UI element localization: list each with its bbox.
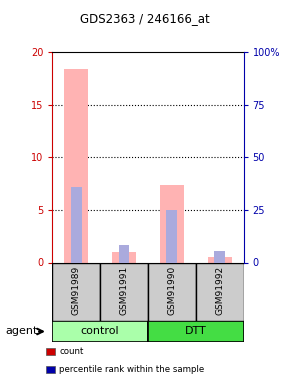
- Text: count: count: [59, 347, 84, 356]
- Bar: [148, 262, 196, 321]
- Bar: [196, 262, 244, 321]
- Bar: [214, 251, 225, 262]
- Bar: [119, 244, 129, 262]
- Bar: [166, 210, 177, 262]
- Bar: [64, 69, 88, 262]
- Text: DTT: DTT: [185, 327, 207, 336]
- Bar: [46, 348, 55, 355]
- Bar: [71, 187, 81, 262]
- Bar: [160, 185, 184, 262]
- Text: GSM91992: GSM91992: [215, 266, 224, 315]
- Bar: [148, 321, 244, 342]
- Text: GDS2363 / 246166_at: GDS2363 / 246166_at: [80, 12, 210, 25]
- Bar: [208, 257, 232, 262]
- Text: control: control: [81, 327, 119, 336]
- Text: GSM91991: GSM91991: [119, 266, 128, 315]
- Bar: [100, 262, 148, 321]
- Bar: [52, 262, 100, 321]
- Bar: [112, 252, 136, 262]
- Text: agent: agent: [6, 327, 38, 336]
- Text: GSM91989: GSM91989: [72, 266, 81, 315]
- Text: GSM91990: GSM91990: [167, 266, 176, 315]
- Text: percentile rank within the sample: percentile rank within the sample: [59, 365, 205, 374]
- Bar: [46, 366, 55, 374]
- Bar: [52, 321, 148, 342]
